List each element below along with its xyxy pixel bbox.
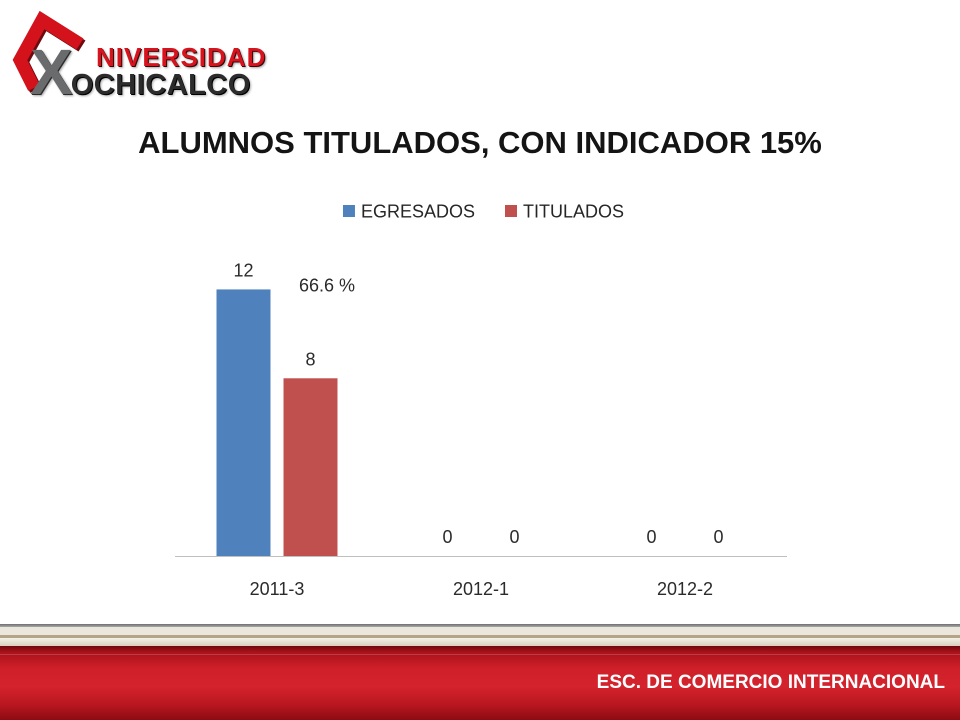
chart-annotations: 66.6 % (299, 275, 355, 295)
data-label-egresados-2012-1: 0 (442, 527, 452, 547)
chart-legend: EGRESADOS TITULADOS (342, 202, 624, 222)
bar-egresados-2011-3 (216, 289, 271, 556)
chart-x-tick-labels: 2011-3 2012-1 2012-2 (250, 579, 713, 599)
annotation-label: 66.6 % (299, 275, 355, 295)
footer-divider (0, 635, 960, 638)
x-tick-label-2012-1: 2012-1 (453, 579, 509, 599)
legend-label-egresados: EGRESADOS (361, 202, 475, 222)
x-tick-label-2011-3: 2011-3 (250, 579, 305, 599)
logo-swoosh (12, 10, 84, 91)
footer-banner-highlight (0, 654, 960, 655)
data-label-titulados-2011-3: 8 (305, 349, 315, 369)
chart-bars (216, 289, 338, 556)
footer-divider (0, 624, 960, 627)
logo-swoosh-icon (12, 10, 86, 93)
legend-item-egresados: EGRESADOS (342, 202, 475, 222)
footer-school-name: ESC. DE COMERCIO INTERNACIONAL (596, 672, 945, 693)
data-label-egresados-2012-2: 0 (646, 527, 656, 547)
university-logo: NIVERSIDAD XOCHICALCO (0, 0, 280, 110)
data-label-titulados-2012-1: 0 (509, 527, 519, 547)
footer-divider (0, 627, 960, 635)
logo-text-line2: XOCHICALCO (30, 36, 251, 108)
footer-divider (0, 638, 960, 646)
legend-item-titulados: TITULADOS (505, 202, 624, 222)
slide-title: ALUMNOS TITULADOS, CON INDICADOR 15% (138, 125, 822, 160)
footer-banner (0, 646, 960, 720)
data-label-titulados-2012-2: 0 (713, 527, 723, 547)
legend-swatch-titulados (505, 205, 518, 217)
x-tick-label-2012-2: 2012-2 (657, 579, 713, 599)
legend-swatch-egresados (342, 205, 355, 217)
chart-data-labels: 12 8 0 0 0 0 (233, 260, 723, 547)
bar-titulados-2011-3 (283, 378, 338, 556)
legend-label-titulados: TITULADOS (523, 202, 624, 222)
logo-text-line1: NIVERSIDAD (96, 42, 267, 72)
data-label-egresados-2011-3: 12 (233, 260, 253, 280)
